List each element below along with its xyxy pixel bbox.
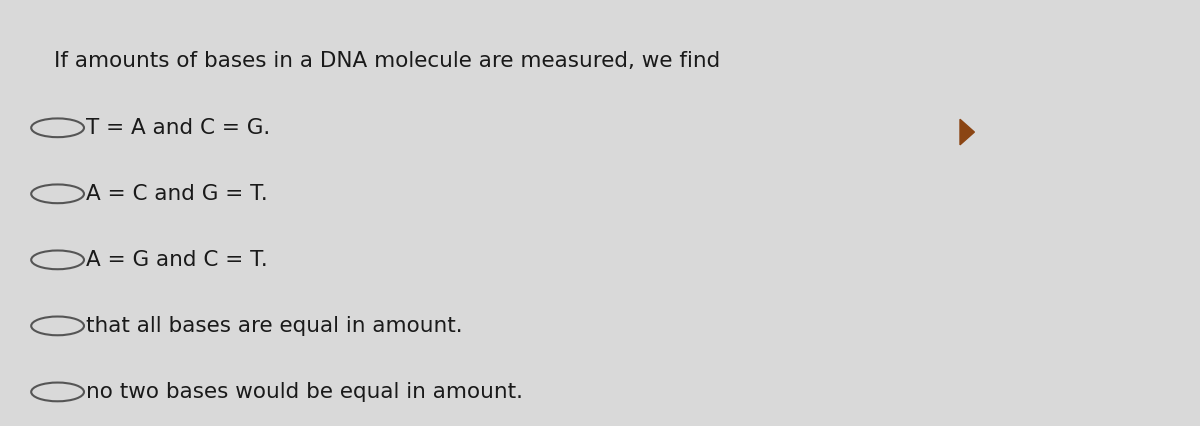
Circle shape bbox=[31, 250, 84, 269]
Circle shape bbox=[31, 184, 84, 203]
Text: If amounts of bases in a DNA molecule are measured, we find: If amounts of bases in a DNA molecule ar… bbox=[54, 51, 720, 71]
Text: A = C and G = T.: A = C and G = T. bbox=[86, 184, 268, 204]
Text: that all bases are equal in amount.: that all bases are equal in amount. bbox=[86, 316, 463, 336]
Circle shape bbox=[31, 118, 84, 137]
Polygon shape bbox=[960, 119, 974, 145]
Circle shape bbox=[31, 317, 84, 335]
Text: no two bases would be equal in amount.: no two bases would be equal in amount. bbox=[86, 382, 523, 402]
Circle shape bbox=[31, 383, 84, 401]
Text: A = G and C = T.: A = G and C = T. bbox=[86, 250, 268, 270]
Text: T = A and C = G.: T = A and C = G. bbox=[86, 118, 271, 138]
